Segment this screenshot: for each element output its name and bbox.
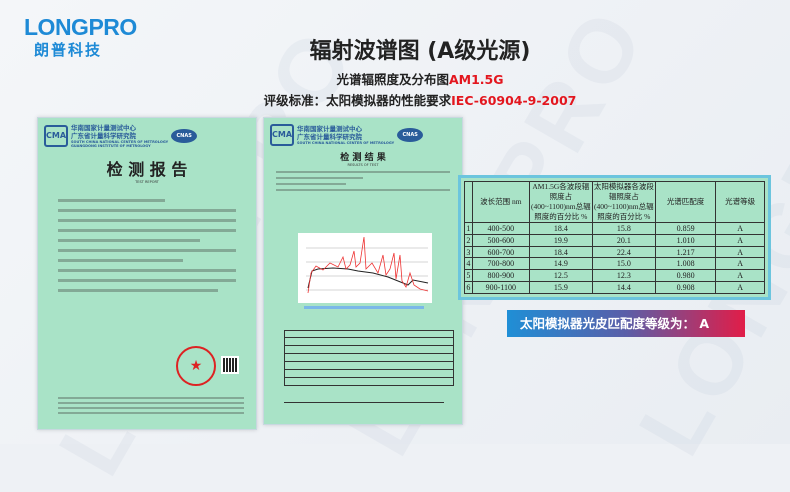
standard-line: 评级标准：太阳模拟器的性能要求IEC-60904-9-2007 (0, 90, 790, 109)
wavelength-range-cell: 700-800 (471, 257, 530, 271)
spectral-class-cell: A (715, 281, 765, 294)
simulator-percent-cell: 15.8 (591, 222, 656, 235)
spectral-class-cell: A (715, 269, 765, 283)
am15g-percent-cell: 15.9 (528, 281, 593, 294)
test-results-document: CMA 华南国家计量测试中心 广东省计量科学研究院 SOUTH CHINA NATI… (263, 117, 463, 425)
report-title-en: TEST REPORT (135, 180, 159, 184)
test-report-document: CMA 华南国家计量测试中心 广东省计量科学研究院 SOUTH CHINA NATI… (37, 117, 257, 430)
table-row: 4 700-800 14.9 15.0 1.008 A (464, 257, 765, 271)
spectrum-figure (298, 233, 432, 303)
logo-brand-cn: 朗普科技 (34, 41, 103, 59)
footer-text (58, 394, 244, 417)
spectral-class-cell: A (715, 222, 765, 235)
subtitle-text: 光谱辐照度及分布图 (336, 72, 449, 87)
col-header-index (464, 181, 473, 223)
col-header-spectral-match: 光谱匹配度 (654, 181, 717, 223)
simulator-percent-cell: 14.4 (591, 281, 656, 294)
table-row: 1 400-500 18.4 15.8 0.859 A (464, 222, 765, 235)
table-header-row: 波长范围 nm AM1.5G各波段辐照度占(400~1100)nm总辐照度的百分… (464, 181, 765, 223)
report-fields (38, 184, 256, 307)
qr-code (221, 356, 239, 374)
am15g-percent-cell: 19.9 (528, 233, 593, 247)
wavelength-range-cell: 600-700 (471, 245, 530, 259)
wavelength-range-cell: 800-900 (471, 269, 530, 283)
org-name: 华南国家计量测试中心 广东省计量科学研究院 SOUTH CHINA NATIONAL… (297, 125, 395, 145)
grade-banner: 太阳模拟器光皮匹配度等级为： A (507, 310, 745, 337)
row-index-cell: 4 (464, 257, 473, 271)
wavelength-range-cell: 400-500 (471, 222, 530, 235)
cma-logo: CMA (44, 125, 68, 147)
wavelength-range-cell: 500-600 (471, 233, 530, 247)
simulator-spectrum-line (307, 236, 429, 294)
spectral-match-cell: 1.010 (654, 233, 717, 247)
subtitle: 光谱辐照度及分布图AM1.5G (0, 69, 790, 88)
am15g-percent-cell: 14.9 (528, 257, 593, 271)
col-header-simulator-percent: 太阳模拟器各波段辐照度占(400~1100)nm总辐照度的百分比 % (591, 181, 656, 223)
table-row: 6 900-1100 15.9 14.4 0.908 A (464, 281, 765, 294)
col-header-wavelength: 波长范围 nm (471, 181, 530, 223)
doc-header: CMA 华南国家计量测试中心 广东省计量科学研究院 SOUTH CHINA NATI… (38, 118, 256, 148)
spectral-match-cell: 0.859 (654, 222, 717, 235)
col-header-spectral-class: 光谱等级 (715, 181, 765, 223)
reference-spectrum-line (307, 267, 429, 289)
page-title: 辐射波谱图 (A级光源) (309, 39, 531, 64)
spectral-match-cell: 0.980 (654, 269, 717, 283)
official-stamp: ★ (176, 346, 216, 386)
standard-text: 评级标准：太阳模拟器的性能要求 (263, 93, 452, 108)
row-index-cell: 1 (464, 222, 473, 235)
cnas-logo: CNAS (171, 129, 198, 143)
spectral-class-cell: A (715, 245, 765, 259)
company-logo: LONGPRO 朗普科技 (24, 14, 137, 60)
table-row: 3 600-700 18.4 22.4 1.217 A (464, 245, 765, 259)
simulator-percent-cell: 12.3 (591, 269, 656, 283)
am15g-percent-cell: 12.5 (528, 269, 593, 283)
standard-highlight: IEC-60904-9-2007 (451, 93, 577, 108)
cma-logo: CMA (270, 124, 294, 146)
logo-brand: LONGPRO (24, 14, 137, 40)
spectral-match-cell: 0.908 (654, 281, 717, 294)
table-row: 2 500-600 19.9 20.1 1.010 A (464, 233, 765, 247)
results-title-en: RESULTS OF TEST (347, 163, 379, 167)
subtitle-highlight: AM1.5G (448, 72, 504, 87)
wavelength-range-cell: 900-1100 (471, 281, 530, 294)
col-header-am15g-percent: AM1.5G各波段辐照度占(400~1100)nm总辐照度的百分比 % (528, 181, 593, 223)
report-title: 检 测 报 告 (106, 160, 188, 179)
simulator-percent-cell: 20.1 (591, 233, 656, 247)
am15g-percent-cell: 18.4 (528, 245, 593, 259)
spectral-class-cell: A (715, 233, 765, 247)
doc-header: CMA 华南国家计量测试中心 广东省计量科学研究院 SOUTH CHINA NATI… (264, 118, 462, 146)
results-mini-table (284, 330, 454, 386)
spectral-class-cell: A (715, 257, 765, 271)
cnas-logo: CNAS (397, 128, 424, 142)
am15g-percent-cell: 18.4 (528, 222, 593, 235)
spectral-match-cell: 1.217 (654, 245, 717, 259)
row-index-cell: 2 (464, 233, 473, 247)
row-index-cell: 5 (464, 269, 473, 283)
simulator-percent-cell: 22.4 (591, 245, 656, 259)
table-row: 5 800-900 12.5 12.3 0.980 A (464, 269, 765, 283)
row-index-cell: 3 (464, 245, 473, 259)
results-title: 检 测 结 果 (340, 153, 386, 163)
simulator-percent-cell: 15.0 (591, 257, 656, 271)
org-name: 华南国家计量测试中心 广东省计量科学研究院 SOUTH CHINA NATIONAL… (71, 124, 169, 148)
spectral-match-cell: 1.008 (654, 257, 717, 271)
row-index-cell: 6 (464, 281, 473, 294)
spectral-match-table: 波长范围 nm AM1.5G各波段辐照度占(400~1100)nm总辐照度的百分… (458, 175, 771, 300)
